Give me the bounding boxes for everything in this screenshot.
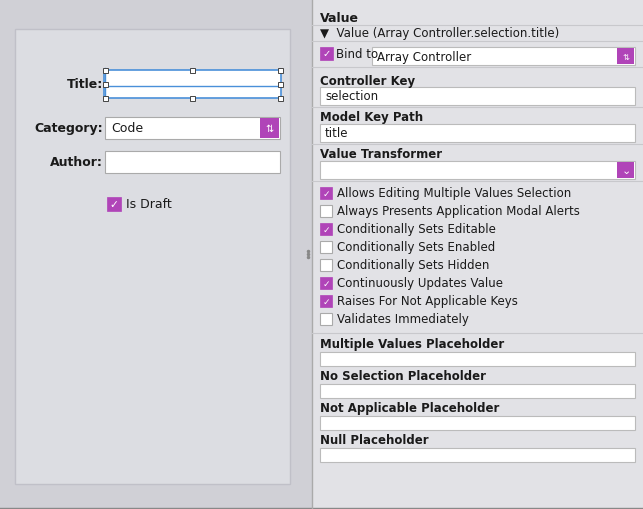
Text: ▼  Value (Array Controller.selection.title): ▼ Value (Array Controller.selection.titl…	[320, 27, 559, 40]
Text: Author:: Author:	[50, 156, 103, 169]
Text: ⌄: ⌄	[621, 165, 631, 176]
Bar	[103, 83, 108, 88]
Bar	[320, 223, 332, 236]
Bar	[320, 384, 635, 398]
Text: Title:: Title:	[67, 78, 103, 91]
Bar	[190, 97, 195, 102]
Bar	[105, 118, 280, 140]
Bar	[617, 163, 634, 179]
Bar	[320, 352, 635, 366]
Bar	[105, 152, 280, 174]
Text: No Selection Placeholder: No Selection Placeholder	[320, 370, 486, 383]
Text: Continuously Updates Value: Continuously Updates Value	[337, 277, 503, 290]
Bar	[278, 83, 283, 88]
Bar	[15, 30, 290, 484]
Text: Always Presents Application Modal Alerts: Always Presents Application Modal Alerts	[337, 205, 580, 218]
Bar	[104, 71, 281, 99]
Bar	[320, 162, 635, 180]
Text: ✓: ✓	[322, 297, 330, 306]
Bar	[320, 314, 332, 325]
Bar	[320, 88, 635, 106]
Bar	[320, 125, 635, 143]
Text: Category:: Category:	[34, 122, 103, 135]
Text: Multiple Values Placeholder: Multiple Values Placeholder	[320, 338, 504, 351]
Text: title: title	[325, 127, 349, 140]
Bar	[190, 69, 195, 74]
Bar	[278, 69, 283, 74]
Text: Conditionally Sets Enabled: Conditionally Sets Enabled	[337, 241, 495, 254]
Text: Conditionally Sets Editable: Conditionally Sets Editable	[337, 223, 496, 236]
Text: Controller Key: Controller Key	[320, 74, 415, 88]
Bar	[320, 448, 635, 462]
Text: Model Key Path: Model Key Path	[320, 111, 423, 124]
Text: Not Applicable Placeholder: Not Applicable Placeholder	[320, 402, 500, 415]
Bar	[103, 69, 108, 74]
Bar	[320, 48, 333, 61]
Text: Raises For Not Applicable Keys: Raises For Not Applicable Keys	[337, 295, 518, 308]
Bar	[320, 188, 332, 200]
Bar	[320, 260, 332, 271]
Bar	[320, 277, 332, 290]
Text: Value Transformer: Value Transformer	[320, 148, 442, 161]
Text: Array Controller: Array Controller	[377, 50, 471, 64]
Text: ✓: ✓	[322, 189, 330, 198]
Bar	[320, 206, 332, 217]
Bar	[320, 295, 332, 307]
Text: ✓: ✓	[322, 225, 330, 234]
Text: selection: selection	[325, 90, 378, 103]
Bar	[103, 97, 108, 102]
Text: ✓: ✓	[109, 200, 118, 210]
Bar	[320, 416, 635, 430]
Bar	[0, 0, 312, 509]
Text: Allows Editing Multiple Values Selection: Allows Editing Multiple Values Selection	[337, 187, 571, 200]
Text: Is Draft: Is Draft	[126, 198, 172, 211]
Bar	[260, 119, 279, 139]
Bar	[320, 242, 332, 253]
Bar	[372, 48, 635, 66]
Bar	[312, 0, 643, 509]
Text: ✓: ✓	[322, 279, 330, 288]
Text: Conditionally Sets Hidden: Conditionally Sets Hidden	[337, 259, 489, 272]
Text: ✓: ✓	[322, 49, 331, 60]
Bar	[107, 197, 121, 212]
Text: Null Placeholder: Null Placeholder	[320, 434, 429, 446]
Bar	[278, 97, 283, 102]
Text: Bind to: Bind to	[336, 48, 378, 61]
Text: Validates Immediately: Validates Immediately	[337, 313, 469, 326]
Text: Value: Value	[320, 12, 359, 24]
Bar	[617, 49, 634, 65]
Text: ⇅: ⇅	[622, 52, 629, 62]
Text: ⇅: ⇅	[266, 124, 274, 134]
Text: Code: Code	[111, 122, 143, 135]
